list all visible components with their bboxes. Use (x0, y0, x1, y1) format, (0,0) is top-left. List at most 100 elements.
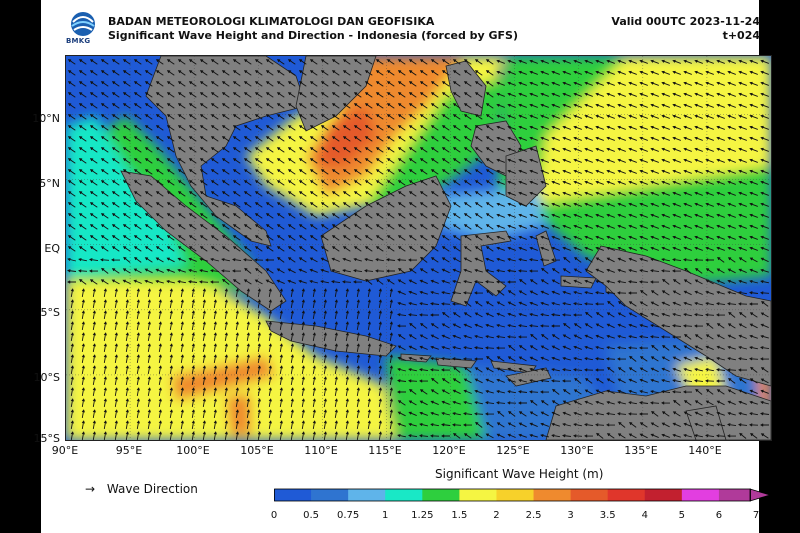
wave-arrow (101, 267, 109, 274)
wave-arrow (463, 224, 472, 230)
lon-label-125e: 125°E (496, 444, 530, 457)
wave-arrow (738, 357, 748, 361)
wave-arrow (562, 235, 571, 240)
wave-arrow (562, 114, 571, 119)
wave-arrow (67, 169, 76, 175)
colorbar-tick-label: 6 (715, 510, 723, 521)
wave-arrow (486, 356, 494, 362)
wave-arrow (584, 147, 593, 152)
wave-arrow (254, 70, 263, 76)
wave-arrow (452, 423, 462, 427)
wave-arrow (595, 147, 604, 152)
wave-arrow (518, 433, 527, 438)
wave-arrow (650, 378, 659, 383)
wave-arrow (694, 334, 703, 340)
wave-arrow (749, 312, 758, 318)
wave-arrow (441, 70, 450, 76)
wave-arrow (331, 70, 340, 76)
wave-arrow (246, 365, 250, 374)
wave-arrow (529, 103, 538, 108)
wave-arrow (518, 401, 527, 405)
wave-arrow (202, 354, 206, 363)
wave-arrow (81, 343, 85, 352)
wave-arrow (617, 92, 626, 97)
wave-arrow (628, 191, 637, 196)
wave-arrow (749, 357, 759, 361)
wave-arrow (78, 103, 87, 109)
wave-arrow (496, 92, 505, 97)
wave-arrow (177, 147, 186, 153)
wave-arrow (672, 279, 681, 285)
wave-arrow (356, 310, 360, 319)
wave-arrow (551, 356, 560, 361)
wave-arrow (441, 92, 450, 98)
wave-arrow (408, 81, 417, 87)
wave-arrow (749, 70, 758, 75)
wave-arrow (180, 288, 184, 297)
wave-arrow (727, 334, 736, 340)
wave-arrow (441, 279, 450, 284)
wave-arrow (158, 288, 162, 297)
wave-arrow (147, 376, 151, 385)
wave-arrow (389, 431, 393, 440)
wave-arrow (78, 246, 87, 252)
wave-arrow (67, 158, 76, 164)
wave-arrow (496, 246, 505, 251)
wave-arrow (320, 125, 329, 131)
wave-arrow (342, 269, 351, 273)
wave-arrow (169, 409, 173, 418)
wave-arrow (188, 213, 197, 219)
wave-arrow (103, 299, 107, 308)
wave-arrow (70, 398, 74, 407)
wave-arrow (191, 387, 195, 396)
wave-arrow (738, 136, 747, 141)
wave-arrow (595, 400, 604, 405)
wave-arrow (89, 169, 98, 175)
wave-arrow (749, 257, 758, 263)
wave-arrow (496, 235, 505, 240)
wave-arrow (639, 158, 648, 163)
wave-arrow (177, 114, 186, 120)
colorbar-tick-label: 3.5 (599, 510, 616, 521)
wave-arrow (595, 125, 604, 130)
wave-arrow (89, 180, 98, 186)
wave-arrow (309, 125, 318, 131)
wave-arrow (705, 411, 714, 416)
wave-arrow (279, 354, 283, 363)
wave-arrow (639, 356, 648, 362)
wave-arrow (419, 114, 428, 120)
wave-arrow (409, 389, 417, 395)
wave-arrow (474, 235, 483, 241)
wave-arrow (191, 420, 195, 429)
wave-arrow (265, 246, 274, 252)
wave-arrow (144, 257, 153, 263)
wave-arrow (430, 125, 439, 131)
wave-arrow (331, 92, 340, 98)
wave-arrow (529, 379, 538, 383)
wave-arrow (661, 114, 670, 119)
wave-arrow (584, 70, 593, 75)
wave-arrow (563, 323, 571, 329)
wave-arrow (430, 334, 439, 340)
wave-arrow (92, 332, 96, 341)
wave-arrow (738, 235, 747, 240)
wave-arrow (507, 81, 516, 86)
wave-arrow (672, 379, 681, 383)
wave-arrow (133, 246, 142, 252)
wave-arrow (265, 125, 274, 131)
wave-arrow (301, 376, 305, 385)
wave-arrow (147, 310, 151, 319)
wave-arrow (705, 313, 715, 317)
wave-arrow (221, 169, 230, 175)
wave-arrow (397, 59, 406, 65)
wave-arrow (694, 191, 703, 196)
wave-arrow (683, 379, 693, 383)
wave-arrow (210, 257, 220, 262)
wave-arrow (749, 92, 758, 97)
wave-arrow (213, 343, 217, 352)
wave-arrow (419, 356, 429, 361)
wave-arrow (334, 354, 338, 363)
wave-arrow (122, 268, 131, 274)
wave-arrow (224, 420, 228, 429)
colorbar-segment (718, 489, 750, 501)
